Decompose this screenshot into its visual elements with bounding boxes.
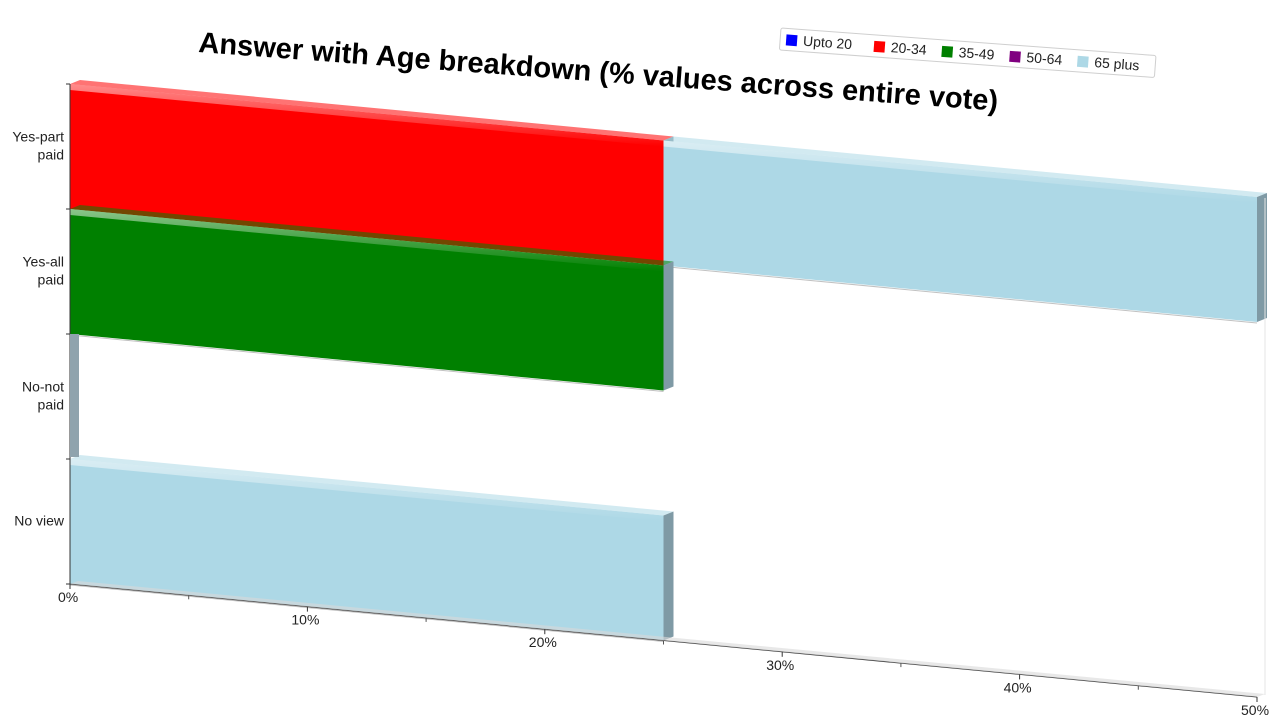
bar-no-view-65-plus	[69, 455, 674, 642]
value-tick-label: 0%	[58, 589, 78, 605]
category-label: Yes-part paid	[12, 129, 64, 163]
legend-swatch	[1009, 50, 1021, 63]
category-label-line: Yes-all	[22, 254, 64, 270]
plot-area	[69, 80, 1267, 642]
category-label-line: paid	[38, 397, 64, 413]
legend-swatch	[785, 34, 798, 47]
bar-yes-all-paid-35-49	[69, 205, 674, 392]
legend-label: 65 plus	[1094, 54, 1140, 73]
category-label-line: No view	[14, 513, 65, 529]
bar-yes-part-paid-65-plus	[663, 136, 1267, 324]
legend-label: Upto 20	[803, 33, 853, 53]
value-axis-floor	[70, 581, 1265, 697]
category-label: No view	[14, 513, 65, 529]
legend-item: 20-34	[873, 39, 927, 58]
legend-item: Upto 20	[785, 33, 853, 53]
category-label: No-not paid	[22, 379, 64, 413]
legend-label: 35-49	[958, 44, 995, 63]
category-label-line: paid	[38, 147, 64, 163]
legend-item: 35-49	[941, 44, 995, 63]
legend-item: 50-64	[1009, 49, 1063, 68]
category-label-line: Yes-part	[12, 129, 64, 145]
legend-label: 50-64	[1026, 49, 1063, 68]
category-axis-wall	[70, 334, 79, 457]
legend: Upto 20 20-34 35-49 50-64 65 plus	[779, 27, 1157, 78]
legend-swatch	[1076, 55, 1089, 68]
legend-swatch	[941, 45, 954, 58]
value-tick-label: 40%	[1004, 679, 1032, 695]
value-tick-label: 20%	[529, 634, 557, 650]
legend-label: 20-34	[890, 39, 927, 58]
legend-box	[779, 27, 1157, 78]
category-label-line: paid	[38, 272, 64, 288]
value-tick-label: 50%	[1241, 702, 1269, 718]
value-tick-label: 10%	[291, 612, 319, 628]
axes	[66, 83, 1266, 702]
value-tick-label: 30%	[766, 657, 794, 673]
category-label-line: No-not	[22, 379, 64, 395]
legend-item: 65 plus	[1076, 54, 1140, 73]
legend-swatch	[873, 40, 886, 53]
category-label: Yes-all paid	[22, 254, 64, 288]
labels: 0% 10% 20% 30% 40% 50% Yes-part paid Yes-all paid…	[12, 129, 1269, 719]
